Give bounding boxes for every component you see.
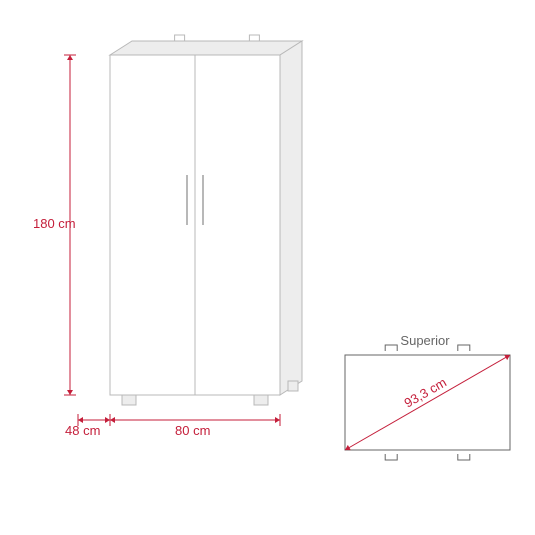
cabinet-foot (122, 395, 136, 405)
dim-width-label: 80 cm (175, 423, 210, 438)
top-view-panel: Superior93,3 cm (345, 333, 510, 460)
wardrobe-illustration (110, 35, 302, 405)
furniture-dimension-diagram: 180 cm 80 cm 48 cm Superior93,3 cm (0, 0, 535, 535)
dim-height-label: 180 cm (33, 216, 76, 231)
panel-title: Superior (400, 333, 450, 348)
cabinet-foot (254, 395, 268, 405)
dim-depth-label: 48 cm (65, 423, 100, 438)
